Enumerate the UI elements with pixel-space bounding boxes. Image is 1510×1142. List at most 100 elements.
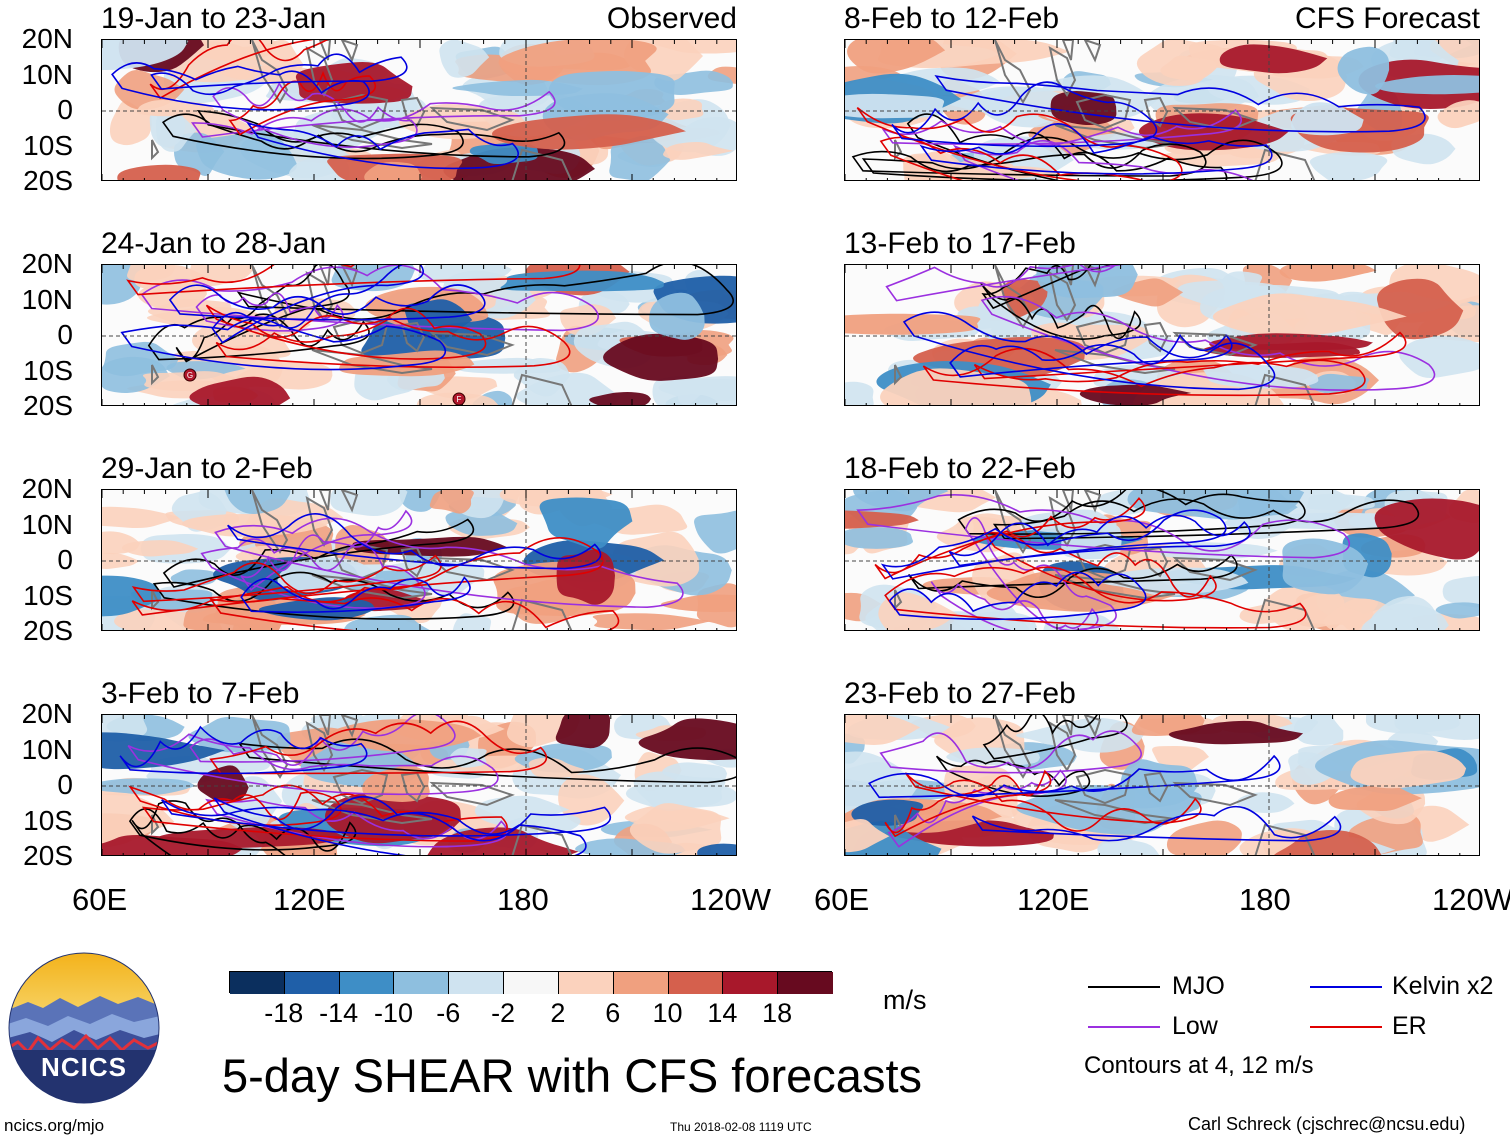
contour-line bbox=[861, 136, 1283, 180]
storm-marker bbox=[183, 368, 197, 382]
lat-label: 10S bbox=[23, 579, 73, 611]
shading-blob bbox=[603, 333, 719, 381]
map-panel bbox=[844, 489, 1480, 631]
legend-mjo-label: MJO bbox=[1172, 972, 1225, 1000]
shading-blob bbox=[159, 826, 346, 848]
shading-blob bbox=[555, 715, 611, 749]
contour-line bbox=[161, 113, 464, 160]
lat-label: 0 bbox=[57, 769, 73, 800]
shading-blob bbox=[1097, 838, 1160, 855]
colorbar-label: -18 bbox=[264, 998, 304, 1028]
legend-low-label: Low bbox=[1172, 1012, 1218, 1040]
contour-line bbox=[240, 509, 413, 592]
colorbar-cell bbox=[668, 972, 724, 994]
colorbar-label: 2 bbox=[550, 998, 566, 1028]
colorbar-cell bbox=[778, 972, 833, 994]
contour-line bbox=[874, 497, 1146, 580]
shading-blob bbox=[102, 552, 140, 569]
contour-line bbox=[211, 265, 424, 344]
shading-blob bbox=[117, 164, 201, 180]
shading-blob bbox=[528, 757, 585, 779]
lon-label: 120W bbox=[690, 882, 771, 917]
shading-blob bbox=[697, 843, 736, 855]
shading-blob bbox=[539, 497, 633, 550]
colorbar-cell bbox=[504, 972, 559, 994]
contour-line bbox=[885, 265, 1124, 302]
lon-label: 60E bbox=[814, 882, 870, 917]
contour-line bbox=[879, 136, 1144, 180]
shading-blob bbox=[1308, 373, 1370, 394]
shading-blob bbox=[474, 795, 570, 827]
panel-title: 3-Feb to 7-Feb bbox=[101, 677, 300, 710]
contour-line bbox=[111, 62, 370, 111]
shading-blob bbox=[649, 292, 705, 340]
shading-blob bbox=[1291, 102, 1364, 136]
lon-label: 180 bbox=[497, 882, 549, 917]
lat-label: 0 bbox=[57, 94, 73, 125]
shading-blob bbox=[845, 381, 874, 405]
contour-line bbox=[891, 81, 1158, 148]
colorbar-label: 18 bbox=[762, 998, 793, 1028]
panel-title: 8-Feb to 12-Feb bbox=[844, 2, 1060, 35]
shading-blob bbox=[673, 376, 736, 405]
contour-line bbox=[189, 715, 456, 766]
contour-line bbox=[980, 295, 1436, 391]
contour-line bbox=[948, 514, 1251, 567]
shading-blob bbox=[851, 799, 924, 826]
colorbar-cell bbox=[558, 972, 614, 994]
logo-text: NCICS bbox=[41, 1052, 127, 1082]
contour-line bbox=[884, 769, 1052, 838]
shading-blob bbox=[1337, 46, 1390, 95]
contour-line bbox=[930, 581, 1099, 630]
shading-blob bbox=[114, 69, 185, 110]
colorbar-cell bbox=[230, 972, 285, 994]
lat-label: 10S bbox=[23, 129, 73, 161]
shading-blob bbox=[362, 765, 430, 802]
shear-field bbox=[845, 265, 1479, 405]
shading-blob bbox=[1019, 509, 1117, 536]
map-panel bbox=[101, 39, 737, 181]
panel-title: 19-Jan to 23-Jan bbox=[101, 2, 327, 35]
shear-field bbox=[845, 715, 1479, 855]
shading-blob bbox=[1236, 792, 1295, 814]
contour-line bbox=[949, 333, 1233, 378]
shading-blob bbox=[500, 270, 664, 292]
panel-title: 24-Jan to 28-Jan bbox=[101, 227, 327, 260]
shading-blob bbox=[1399, 335, 1479, 379]
colorbar-cell bbox=[394, 972, 450, 994]
shading-blob bbox=[609, 135, 671, 180]
shading-blob bbox=[1309, 151, 1388, 180]
shading-blob bbox=[398, 103, 526, 140]
contour-line bbox=[906, 113, 1228, 180]
contour-line bbox=[205, 304, 487, 360]
colorbar bbox=[229, 971, 833, 994]
contour-line bbox=[190, 90, 556, 138]
shear-field bbox=[845, 490, 1479, 630]
lat-label: 20S bbox=[23, 390, 73, 421]
lat-label: 10N bbox=[21, 508, 73, 540]
legend-er-line bbox=[1310, 1026, 1382, 1028]
contour-line bbox=[240, 576, 471, 613]
map-panel bbox=[101, 714, 737, 856]
shear-field bbox=[102, 490, 736, 630]
shading-blob bbox=[121, 540, 199, 557]
lat-label: 10N bbox=[21, 733, 73, 765]
contour-line bbox=[131, 554, 442, 603]
lat-label: 20N bbox=[21, 698, 73, 729]
lon-label: 180 bbox=[1239, 882, 1291, 917]
shading-blob bbox=[1127, 490, 1305, 520]
legend-kelvin-line bbox=[1310, 986, 1382, 988]
coastlines bbox=[894, 715, 1316, 855]
shading-blob bbox=[195, 130, 298, 180]
colorbar-cell bbox=[284, 972, 340, 994]
map-panel bbox=[844, 39, 1480, 181]
contour-line bbox=[888, 571, 1147, 621]
shading-blob bbox=[845, 527, 913, 549]
shading-blob bbox=[847, 40, 946, 74]
contour-line bbox=[131, 537, 604, 616]
contour-line bbox=[127, 733, 499, 796]
contour-line bbox=[126, 265, 581, 296]
contour-line bbox=[119, 725, 368, 775]
shading-blob bbox=[1361, 603, 1449, 630]
colorbar-label: -2 bbox=[491, 998, 516, 1028]
